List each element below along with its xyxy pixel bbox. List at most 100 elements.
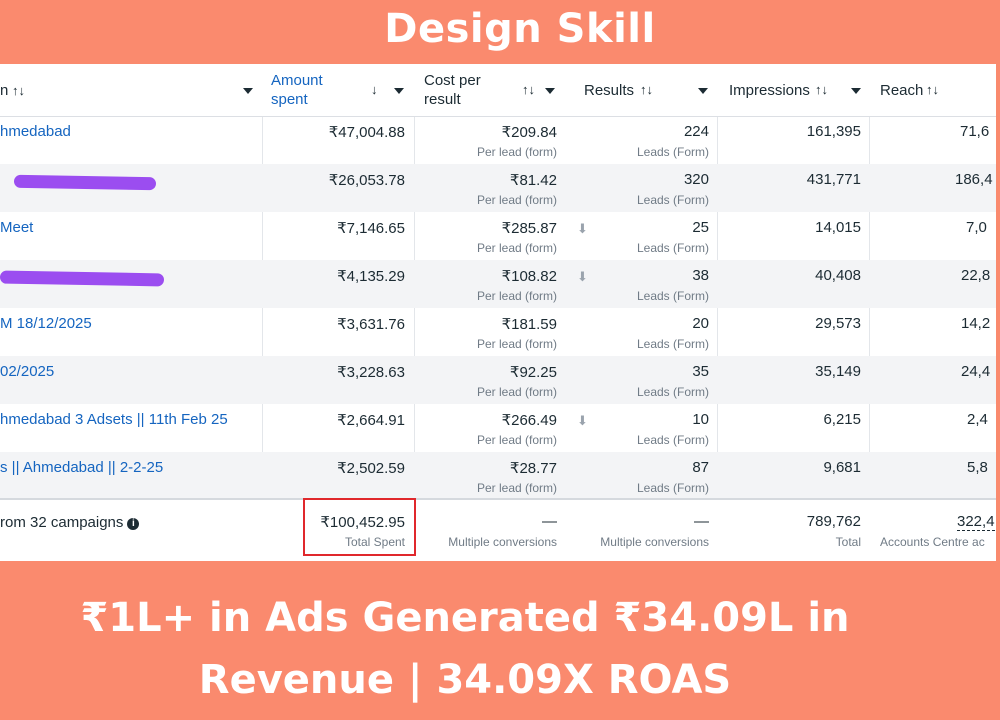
- cost-per-result-value: ₹81.42: [509, 172, 557, 189]
- sort-icon[interactable]: ↑↓: [640, 82, 653, 97]
- info-icon[interactable]: i: [127, 518, 140, 530]
- highlight-box: [303, 498, 416, 556]
- results-value: 35: [692, 363, 709, 380]
- totals-label: rom 32 campaigns i: [0, 514, 140, 531]
- column-header-name[interactable]: n ↑↓: [0, 64, 262, 116]
- impressions-value: 161,395: [806, 123, 861, 140]
- column-header-impressions[interactable]: Impressions ↑↓: [729, 64, 869, 116]
- impressions-total-label: Total: [835, 535, 861, 549]
- results-value: 10: [692, 411, 709, 428]
- cost-per-result-value: ₹92.25: [509, 364, 557, 381]
- redaction-mark: [0, 270, 165, 287]
- amount-spent-value: ₹3,631.76: [337, 316, 405, 333]
- column-header-cost-per-result[interactable]: Cost per result ↑↓ Results ↑↓: [424, 64, 717, 116]
- campaign-name-link[interactable]: M 18/12/2025: [0, 315, 92, 332]
- reach-value: 14,2: [961, 315, 991, 332]
- table-header: n ↑↓ Amount spent ↓ Cost per result ↑↓ R…: [0, 64, 996, 117]
- cost-per-result-label: Per lead (form): [476, 433, 557, 447]
- results-label: Leads (Form): [636, 433, 709, 447]
- cost-per-result-label: Per lead (form): [476, 481, 557, 495]
- impressions-value: 14,015: [815, 219, 861, 236]
- column-header-reach[interactable]: Reach ↑↓: [880, 81, 939, 99]
- table-row: s || Ahmedabad || 2-2-25 ₹2,502.59 ₹28.7…: [0, 452, 996, 498]
- download-icon[interactable]: ⬇: [577, 413, 588, 428]
- results-label: Leads (Form): [636, 481, 709, 495]
- top-banner: Design Skill: [0, 0, 1000, 64]
- results-total-label: Multiple conversions: [600, 535, 709, 549]
- reach-value: 7,0: [966, 219, 987, 236]
- table-row: 02/2025 ₹3,228.63 ₹92.25 Per lead (form)…: [0, 356, 996, 404]
- cost-per-result-total-label: Multiple conversions: [448, 535, 557, 549]
- ads-manager-table: n ↑↓ Amount spent ↓ Cost per result ↑↓ R…: [0, 64, 996, 561]
- campaign-name-link[interactable]: 02/2025: [0, 363, 55, 380]
- results-value: 87: [692, 459, 709, 476]
- column-divider: [414, 64, 415, 561]
- results-value: 320: [683, 171, 709, 188]
- campaign-name-link[interactable]: Meet: [0, 219, 34, 236]
- results-value: 20: [692, 315, 709, 332]
- download-icon[interactable]: ⬇: [577, 269, 588, 284]
- cost-per-result-value: ₹285.87: [501, 220, 557, 237]
- redaction-mark: [13, 174, 157, 191]
- amount-spent-value: ₹2,664.91: [337, 412, 405, 429]
- amount-spent-value: ₹7,146.65: [337, 220, 405, 237]
- reach-value: 2,4: [967, 411, 988, 428]
- impressions-value: 9,681: [823, 459, 861, 476]
- cost-per-result-label: Per lead (form): [476, 337, 557, 351]
- cost-per-result-value: ₹266.49: [501, 412, 557, 429]
- impressions-value: 29,573: [815, 315, 861, 332]
- brand-title: Design Skill: [384, 6, 656, 52]
- download-icon[interactable]: ⬇: [577, 221, 588, 236]
- sort-icon[interactable]: ↑↓: [522, 82, 535, 97]
- reach-value: 5,8: [967, 459, 988, 476]
- column-divider: [869, 64, 870, 561]
- chevron-down-icon[interactable]: [698, 88, 708, 94]
- results-label: Leads (Form): [636, 241, 709, 255]
- impressions-value: 40,408: [815, 267, 861, 284]
- chevron-down-icon[interactable]: [394, 88, 404, 94]
- results-label: Leads (Form): [636, 385, 709, 399]
- headline-line-2: Revenue | 34.09X ROAS: [198, 657, 732, 703]
- cost-per-result-total: —: [542, 513, 557, 530]
- column-header-results[interactable]: Results: [584, 81, 635, 99]
- table-row: hmedabad ₹47,004.88 ₹209.84 Per lead (fo…: [0, 116, 996, 164]
- sort-icon[interactable]: ↑↓: [815, 82, 828, 97]
- table-row: ₹4,135.29 ₹108.82 Per lead (form) ⬇ 38 L…: [0, 260, 996, 308]
- column-divider: [717, 64, 718, 561]
- amount-spent-value: ₹3,228.63: [337, 364, 405, 381]
- total-spent-value: ₹100,452.95: [320, 514, 405, 531]
- results-label: Leads (Form): [636, 289, 709, 303]
- results-value: 224: [683, 123, 709, 140]
- sort-icon[interactable]: ↑↓: [12, 82, 25, 98]
- column-divider: [262, 64, 263, 561]
- amount-spent-value: ₹2,502.59: [337, 460, 405, 477]
- campaign-name-link[interactable]: hmedabad: [0, 123, 71, 140]
- cost-per-result-label: Per lead (form): [476, 385, 557, 399]
- chevron-down-icon[interactable]: [545, 88, 555, 94]
- impressions-total: 789,762: [806, 513, 861, 530]
- table-totals-row: rom 32 campaigns i ₹100,452.95 Total Spen…: [0, 498, 996, 561]
- table-row: hmedabad 3 Adsets || 11th Feb 25 ₹2,664.…: [0, 404, 996, 452]
- table-row: ₹26,053.78 ₹81.42 Per lead (form) 320 Le…: [0, 164, 996, 212]
- total-spent-label: Total Spent: [344, 535, 405, 549]
- cost-per-result-label: Per lead (form): [476, 241, 557, 255]
- amount-spent-value: ₹4,135.29: [337, 268, 405, 285]
- campaign-name-link[interactable]: s || Ahmedabad || 2-2-25: [0, 459, 164, 476]
- campaign-name-link[interactable]: hmedabad 3 Adsets || 11th Feb 25: [0, 411, 228, 428]
- cost-per-result-label: Per lead (form): [476, 193, 557, 207]
- table-row: M 18/12/2025 ₹3,631.76 ₹181.59 Per lead …: [0, 308, 996, 356]
- chevron-down-icon[interactable]: [851, 88, 861, 94]
- headline-line-1: ₹1L+ in Ads Generated ₹34.09L in: [80, 595, 850, 641]
- impressions-value: 6,215: [823, 411, 861, 428]
- column-header-amount-spent[interactable]: Amount spent ↓: [271, 64, 414, 116]
- table-row: Meet ₹7,146.65 ₹285.87 Per lead (form) ⬇…: [0, 212, 996, 260]
- reach-value: 24,4: [961, 363, 991, 380]
- sort-desc-icon[interactable]: ↓: [371, 82, 378, 97]
- results-label: Leads (Form): [636, 145, 709, 159]
- results-label: Leads (Form): [636, 193, 709, 207]
- results-label: Leads (Form): [636, 337, 709, 351]
- sort-icon[interactable]: ↑↓: [926, 82, 939, 97]
- chevron-down-icon[interactable]: [243, 88, 253, 94]
- results-value: 38: [692, 267, 709, 284]
- screenshot-edge: [996, 64, 1000, 561]
